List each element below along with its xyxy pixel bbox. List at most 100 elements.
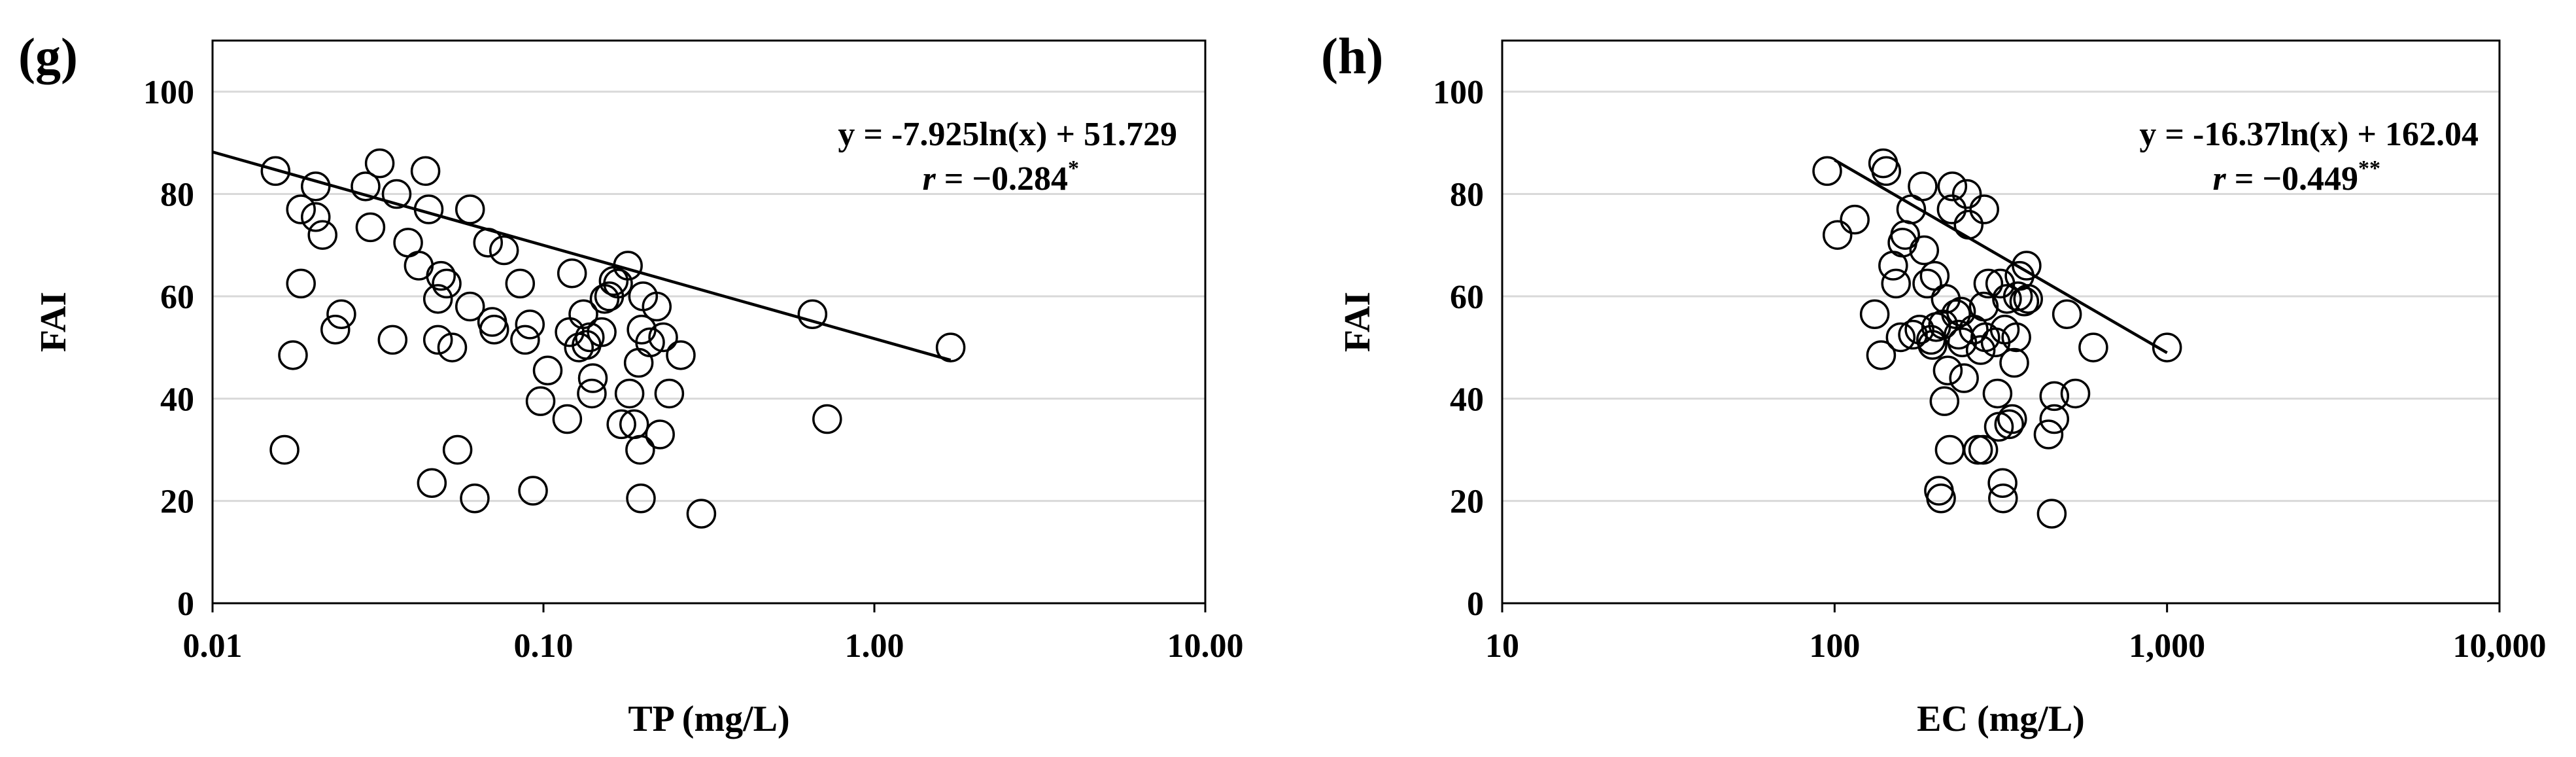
data-point (460, 483, 490, 514)
data-point (642, 291, 672, 322)
data-point (1953, 209, 1984, 240)
data-point (2002, 281, 2033, 311)
r-symbol: r (922, 160, 936, 198)
data-point (404, 251, 434, 281)
data-point (479, 314, 509, 345)
x-tick-label: 10,000 (2453, 627, 2547, 665)
data-point (812, 404, 842, 434)
data-point (1949, 363, 1979, 393)
data-point (278, 340, 308, 370)
y-tick-label: 100 (143, 74, 194, 111)
data-point (489, 235, 519, 266)
y-tick-label: 40 (160, 381, 194, 418)
data-point (473, 228, 503, 258)
data-point (532, 355, 563, 386)
scatter-panel-h: (h) 0 20 40 60 80 100 10 100 1,000 10,000 EC (mg/L)… (1321, 27, 2547, 739)
data-point (577, 378, 607, 409)
data-point (320, 314, 351, 345)
data-point (935, 332, 966, 362)
regression-equation: y = -16.37ln(x) + 162.04 (2139, 116, 2479, 153)
data-point (326, 299, 356, 330)
data-point (300, 202, 331, 232)
data-point (1840, 204, 1870, 235)
data-point (1912, 268, 1942, 299)
data-point (2152, 332, 2182, 362)
data-point (2012, 251, 2042, 281)
plot-area-frame (1501, 39, 2501, 605)
data-point (1926, 483, 1956, 514)
x-tick-label: 100 (1809, 627, 1860, 665)
data-point (377, 325, 408, 355)
trendline (212, 150, 952, 362)
data-point (269, 434, 300, 465)
data-point (437, 332, 468, 362)
data-point (2009, 286, 2040, 317)
data-point (364, 148, 395, 179)
data-point (686, 499, 717, 529)
data-point (413, 194, 444, 224)
data-point (625, 434, 655, 465)
data-point (1985, 268, 2016, 299)
panel-label: (g) (18, 27, 78, 84)
data-point (2033, 419, 2064, 449)
data-point (1982, 378, 2013, 409)
data-point (623, 347, 654, 378)
data-point (1936, 194, 1967, 224)
data-point (1969, 194, 1999, 224)
y-tick-label: 60 (1450, 279, 1484, 316)
panel-label: (h) (1321, 27, 1383, 84)
data-point (648, 322, 678, 353)
scatter-panel-g: (g) 0 20 40 60 80 100 0.01 0.10 1.00 10.00 TP (mg/L… (18, 27, 1244, 739)
data-point (1992, 284, 2022, 314)
data-point (2039, 381, 2070, 412)
data-point (351, 171, 381, 202)
x-axis-title: EC (mg/L) (1917, 699, 2085, 739)
x-tick-label: 1.00 (845, 627, 904, 665)
data-point (1968, 434, 1999, 465)
data-point (1908, 171, 1938, 202)
data-point (455, 291, 485, 322)
data-point (2052, 299, 2082, 330)
data-point (510, 325, 540, 355)
y-tick-label: 0 (1467, 586, 1484, 623)
data-point (587, 317, 617, 347)
data-point (355, 212, 386, 243)
data-point (432, 268, 462, 299)
data-point (577, 363, 608, 393)
data-point (1885, 322, 1916, 353)
data-point (422, 325, 453, 355)
y-axis-title: FAI (33, 292, 74, 352)
data-point (525, 386, 556, 416)
data-point (260, 156, 291, 186)
correlation-annotation: r = −0.284* (922, 156, 1079, 198)
data-point (442, 434, 473, 465)
data-point (1929, 386, 1960, 416)
data-point (1997, 404, 2027, 434)
y-tick-label: 80 (160, 177, 194, 214)
data-point (1932, 355, 1963, 386)
data-point (410, 156, 441, 186)
data-point (1898, 319, 1928, 350)
trendline (1834, 158, 2168, 355)
data-point (557, 258, 587, 289)
y-tick-label: 60 (160, 279, 194, 316)
data-point (2078, 332, 2108, 362)
data-point (1994, 409, 2024, 440)
data-point (797, 299, 828, 330)
data-point (2036, 499, 2067, 529)
data-point (645, 419, 675, 449)
x-axis-title: TP (mg/L) (628, 699, 789, 739)
data-point (1881, 268, 1911, 299)
x-tick-label: 10.00 (1167, 627, 1244, 665)
data-point (1937, 171, 1968, 202)
data-point (300, 171, 331, 202)
data-point (286, 268, 316, 299)
data-point (613, 251, 643, 281)
data-point (626, 483, 656, 514)
data-point (1866, 340, 1897, 370)
significance-stars: * (1068, 156, 1079, 181)
data-point (568, 299, 598, 330)
x-tick-label: 1,000 (2129, 627, 2205, 665)
data-point (381, 179, 412, 209)
